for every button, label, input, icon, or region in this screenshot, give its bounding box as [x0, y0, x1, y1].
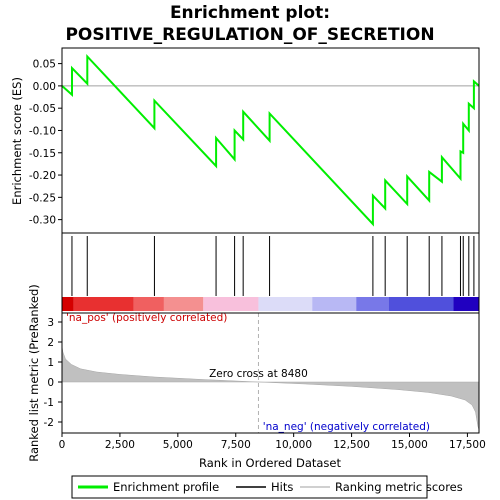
xtick: 5,000	[163, 433, 193, 451]
xtick-label: 7,500	[221, 439, 251, 451]
es-ytick: -0.05	[29, 103, 62, 115]
ranked-metric-panel: Zero cross at 8480 'na_pos' (positively …	[27, 284, 486, 470]
metric-ytick: 1	[47, 357, 62, 369]
color-bar-segment	[163, 297, 204, 311]
metric-ytick: 3	[47, 317, 62, 329]
metric-ytick: 2	[47, 337, 62, 349]
enrichment-score-panel: 0.05 0.00 -0.05 -0.10 -0.15 -0.20 -0.25 -0.30 E…	[10, 47, 480, 234]
xtick: 10,000	[275, 433, 312, 451]
xtick: 2,500	[105, 433, 135, 451]
es-ytick-label: -0.15	[29, 148, 56, 160]
xtick: 7,500	[221, 433, 251, 451]
es-ytick: 0.00	[33, 81, 62, 93]
es-ytick-label: 0.05	[33, 59, 56, 71]
xtick-label: 2,500	[105, 439, 135, 451]
zero-cross-label: Zero cross at 8480	[209, 368, 308, 380]
es-ytick-label: -0.30	[29, 215, 56, 227]
metric-axis-label: Ranked list metric (PreRanked)	[27, 284, 41, 462]
es-ytick-label: -0.05	[29, 103, 56, 115]
hits-panel	[61, 232, 480, 314]
xtick-label: 15,000	[391, 439, 428, 451]
metric-ytick: -1	[44, 397, 62, 409]
color-bar-segment	[133, 297, 164, 311]
color-bar-segment	[258, 297, 313, 311]
xtick: 0	[59, 433, 66, 451]
metric-ytick-label: -1	[44, 397, 54, 409]
color-bar-segment	[388, 297, 454, 311]
color-bar-segment	[453, 297, 479, 311]
metric-ytick-label: 0	[47, 377, 54, 389]
es-ytick: -0.15	[29, 148, 62, 160]
es-ytick-label: -0.10	[29, 125, 56, 137]
es-ytick: -0.25	[29, 192, 62, 204]
es-ytick: -0.30	[29, 215, 62, 227]
color-bar-segment	[203, 297, 259, 311]
es-axis-label: Enrichment score (ES)	[10, 77, 24, 205]
es-ytick-label: -0.25	[29, 192, 56, 204]
ranking-metric-area	[61, 345, 480, 431]
color-bar-segment	[73, 297, 134, 311]
color-bar-segment	[356, 297, 389, 311]
plot-subtitle: POSITIVE_REGULATION_OF_SECRETION	[65, 25, 434, 45]
es-ytick-label: 0.00	[33, 81, 56, 93]
enrichment-profile-line	[61, 53, 480, 227]
xtick-label: 0	[59, 439, 66, 451]
legend-hits-label: Hits	[271, 480, 293, 494]
metric-ytick-label: 3	[47, 317, 54, 329]
es-ytick: -0.10	[29, 125, 62, 137]
color-bar-segment	[312, 297, 357, 311]
negative-correlation-label: 'na_neg' (negatively correlated)	[263, 421, 430, 433]
metric-ytick-label: 2	[47, 337, 54, 349]
x-axis-label: Rank in Ordered Dataset	[199, 456, 342, 470]
positive-correlation-label: 'na_pos' (positively correlated)	[66, 312, 227, 324]
xtick: 17,500	[449, 433, 486, 451]
es-ytick-label: -0.20	[29, 170, 56, 182]
xtick: 12,500	[333, 433, 370, 451]
metric-ytick-label: -2	[44, 417, 54, 429]
es-ytick: 0.05	[33, 59, 62, 71]
xtick-label: 17,500	[449, 439, 486, 451]
legend-metric-label: Ranking metric scores	[335, 480, 463, 494]
xtick-label: 12,500	[333, 439, 370, 451]
metric-ytick: -2	[44, 417, 62, 429]
xtick-label: 10,000	[275, 439, 312, 451]
plot-title: Enrichment plot:	[170, 3, 330, 23]
legend: Enrichment profile Hits Ranking metric s…	[71, 475, 463, 499]
es-ytick: -0.20	[29, 170, 62, 182]
legend-enrichment-label: Enrichment profile	[113, 480, 219, 494]
metric-ytick-label: 1	[47, 357, 54, 369]
color-bar-segment	[62, 297, 74, 311]
xtick: 15,000	[391, 433, 428, 451]
metric-ytick: 0	[47, 377, 62, 389]
xtick-label: 5,000	[163, 439, 193, 451]
